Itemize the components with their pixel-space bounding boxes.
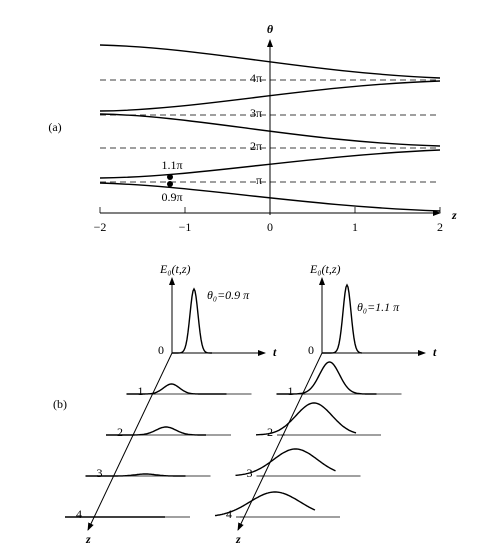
level-label: π <box>256 173 262 187</box>
level-label: 4π <box>250 71 262 85</box>
point <box>167 174 173 180</box>
z-label: z <box>85 532 91 546</box>
x-tick-label: −1 <box>179 220 192 234</box>
pulse <box>172 287 212 354</box>
y-axis-label: E₀(t,z) <box>159 262 191 276</box>
z-tick-label: 0 <box>308 343 314 357</box>
t-label: t <box>273 345 277 359</box>
curve <box>99 149 441 179</box>
pulse <box>85 473 186 477</box>
pulse <box>276 361 377 395</box>
z-axis <box>87 352 173 531</box>
y-axis-label: E₀(t,z) <box>309 262 341 276</box>
pulse <box>322 283 362 354</box>
z-tick-label: 1 <box>288 384 294 398</box>
curve <box>99 113 441 147</box>
z-tick-label: 0 <box>158 343 164 357</box>
pulse <box>256 402 357 436</box>
z-tick-label: 2 <box>117 425 123 439</box>
pulse <box>235 448 336 476</box>
level-label: 2π <box>250 139 262 153</box>
point <box>167 181 173 187</box>
x-tick-label: 0 <box>267 220 273 234</box>
curve <box>99 44 441 79</box>
panel-label: (a) <box>48 120 61 134</box>
panel-a: (a) θ z 1.1π 0.9π −2 −1 0 1 2 4π 3π 2π π <box>48 22 457 234</box>
level-label: 3π <box>250 106 262 120</box>
x-tick-label: 1 <box>352 220 358 234</box>
x-axis-label: z <box>451 208 457 222</box>
point-label: 1.1π <box>161 158 182 172</box>
z-tick-label: 4 <box>226 507 232 521</box>
panel-label: (b) <box>53 397 67 411</box>
z-tick-label: 1 <box>138 384 144 398</box>
x-tick-label: 2 <box>437 220 443 234</box>
z-tick-label: 3 <box>97 466 103 480</box>
pulse <box>106 426 206 436</box>
t-label: t <box>433 345 437 359</box>
z-tick-label: 2 <box>267 425 273 439</box>
x-tick-label: −2 <box>94 220 107 234</box>
pulse <box>126 383 227 395</box>
point-label: 0.9π <box>161 190 182 204</box>
curve <box>99 80 441 112</box>
z-label: z <box>235 532 241 546</box>
pulse <box>214 491 316 517</box>
z-axis <box>237 352 323 531</box>
curve <box>99 182 441 212</box>
column-title: θ₀=1.1 π <box>357 300 400 314</box>
column-title: θ₀=0.9 π <box>207 288 250 302</box>
panel-b: (b) E₀(t,z) t θ₀=0.9 π z 0 1 2 3 4 E₀(t,z) t θ₀=1.1… <box>53 262 437 546</box>
y-axis-label: θ <box>267 22 274 36</box>
z-tick-label: 4 <box>76 507 82 521</box>
